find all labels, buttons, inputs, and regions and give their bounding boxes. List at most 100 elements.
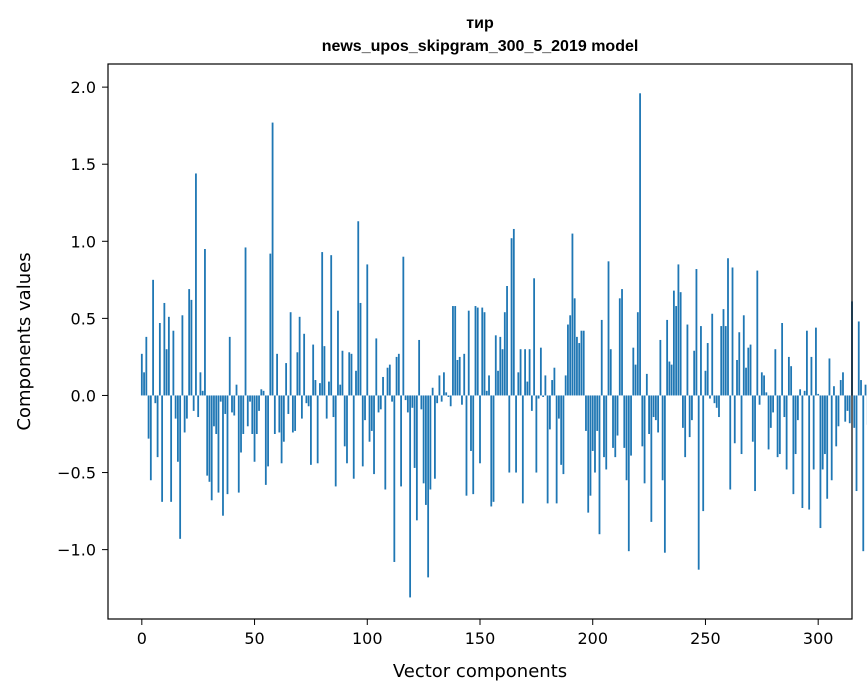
y-tick-label: −1.0 [57, 541, 96, 560]
bar-115 [400, 395, 402, 487]
bar-281 [774, 349, 777, 396]
bar-147 [472, 395, 475, 495]
bar-103 [373, 395, 375, 475]
bar-144 [465, 395, 468, 496]
y-tick-label: 2.0 [71, 78, 96, 97]
bar-188 [564, 375, 567, 396]
bar-199 [589, 395, 592, 496]
bar-63 [282, 395, 285, 442]
bar-100 [366, 264, 369, 396]
bar-121 [413, 395, 416, 468]
bar-99 [364, 395, 366, 421]
bar-70 [298, 316, 301, 396]
bar-215 [625, 395, 628, 481]
bar-207 [607, 261, 610, 396]
bar-290 [794, 395, 797, 455]
bar-51 [255, 395, 258, 434]
bar-42 [235, 384, 238, 396]
bar-298 [812, 395, 815, 470]
bar-302 [821, 395, 824, 470]
bar-64 [285, 363, 288, 396]
bar-148 [474, 306, 477, 396]
bar-26 [199, 372, 202, 396]
bar-201 [594, 395, 596, 473]
bar-175 [535, 395, 538, 473]
bar-269 [747, 347, 750, 396]
bar-200 [591, 395, 594, 451]
bar-185 [558, 395, 560, 419]
bar-129 [431, 387, 434, 396]
bar-174 [533, 278, 536, 396]
bar-248 [700, 326, 702, 396]
bar-286 [785, 395, 788, 470]
bar-146 [470, 395, 472, 451]
x-axis-label: Vector components [393, 661, 567, 682]
bar-130 [434, 395, 436, 479]
bar-150 [479, 395, 481, 464]
bar-303 [824, 395, 826, 455]
bar-58 [271, 122, 274, 396]
bar-119 [409, 395, 412, 598]
bar-243 [688, 395, 691, 438]
bar-97 [359, 302, 362, 396]
bar-261 [729, 395, 732, 490]
bar-142 [461, 395, 463, 405]
bar-87 [337, 310, 339, 396]
bar-223 [643, 395, 646, 484]
bar-9 [161, 395, 164, 502]
bar-170 [524, 349, 526, 396]
bar-128 [429, 395, 432, 490]
bar-71 [300, 395, 303, 419]
bar-277 [765, 392, 768, 396]
bar-3 [147, 395, 150, 439]
bar-238 [677, 264, 680, 396]
bar-21 [188, 289, 191, 396]
bar-312 [844, 395, 847, 422]
bar-183 [553, 367, 556, 396]
bar-36 [222, 395, 224, 516]
bar-124 [420, 395, 423, 410]
bar-50 [253, 395, 256, 462]
bar-131 [436, 395, 439, 404]
bar-244 [691, 395, 693, 421]
bar-292 [799, 389, 802, 396]
bar-6 [154, 395, 157, 404]
bar-77 [314, 380, 317, 396]
bar-279 [769, 395, 772, 428]
bar-91 [346, 395, 348, 464]
bar-16 [176, 395, 179, 462]
bar-132 [438, 375, 441, 396]
bar-114 [397, 353, 400, 396]
bar-40 [231, 395, 233, 413]
bar-110 [388, 364, 391, 396]
bar-138 [452, 306, 454, 396]
bar-189 [567, 324, 569, 396]
bar-45 [242, 395, 245, 434]
bar-39 [228, 336, 231, 396]
bar-304 [826, 395, 829, 499]
bar-194 [578, 343, 581, 396]
bar-168 [519, 349, 522, 396]
bar-0 [140, 353, 143, 396]
bar-293 [801, 395, 804, 508]
bar-165 [512, 228, 515, 396]
bar-272 [754, 395, 756, 492]
x-axis-ticks: 0 50 100 150 200 250 300 [137, 619, 833, 648]
bar-205 [603, 395, 605, 458]
bar-65 [287, 395, 290, 414]
bar-93 [350, 353, 353, 396]
bar-83 [328, 381, 330, 396]
bar-56 [267, 395, 269, 467]
bar-15 [174, 395, 177, 419]
bar-285 [783, 395, 786, 418]
bar-186 [560, 395, 563, 465]
bar-11 [165, 349, 168, 396]
bar-2 [145, 336, 148, 396]
bar-210 [614, 395, 617, 458]
bar-213 [621, 289, 623, 396]
bar-90 [343, 395, 346, 447]
y-tick-label: −0.5 [57, 464, 96, 483]
bar-259 [724, 326, 727, 396]
bar-291 [796, 395, 799, 421]
